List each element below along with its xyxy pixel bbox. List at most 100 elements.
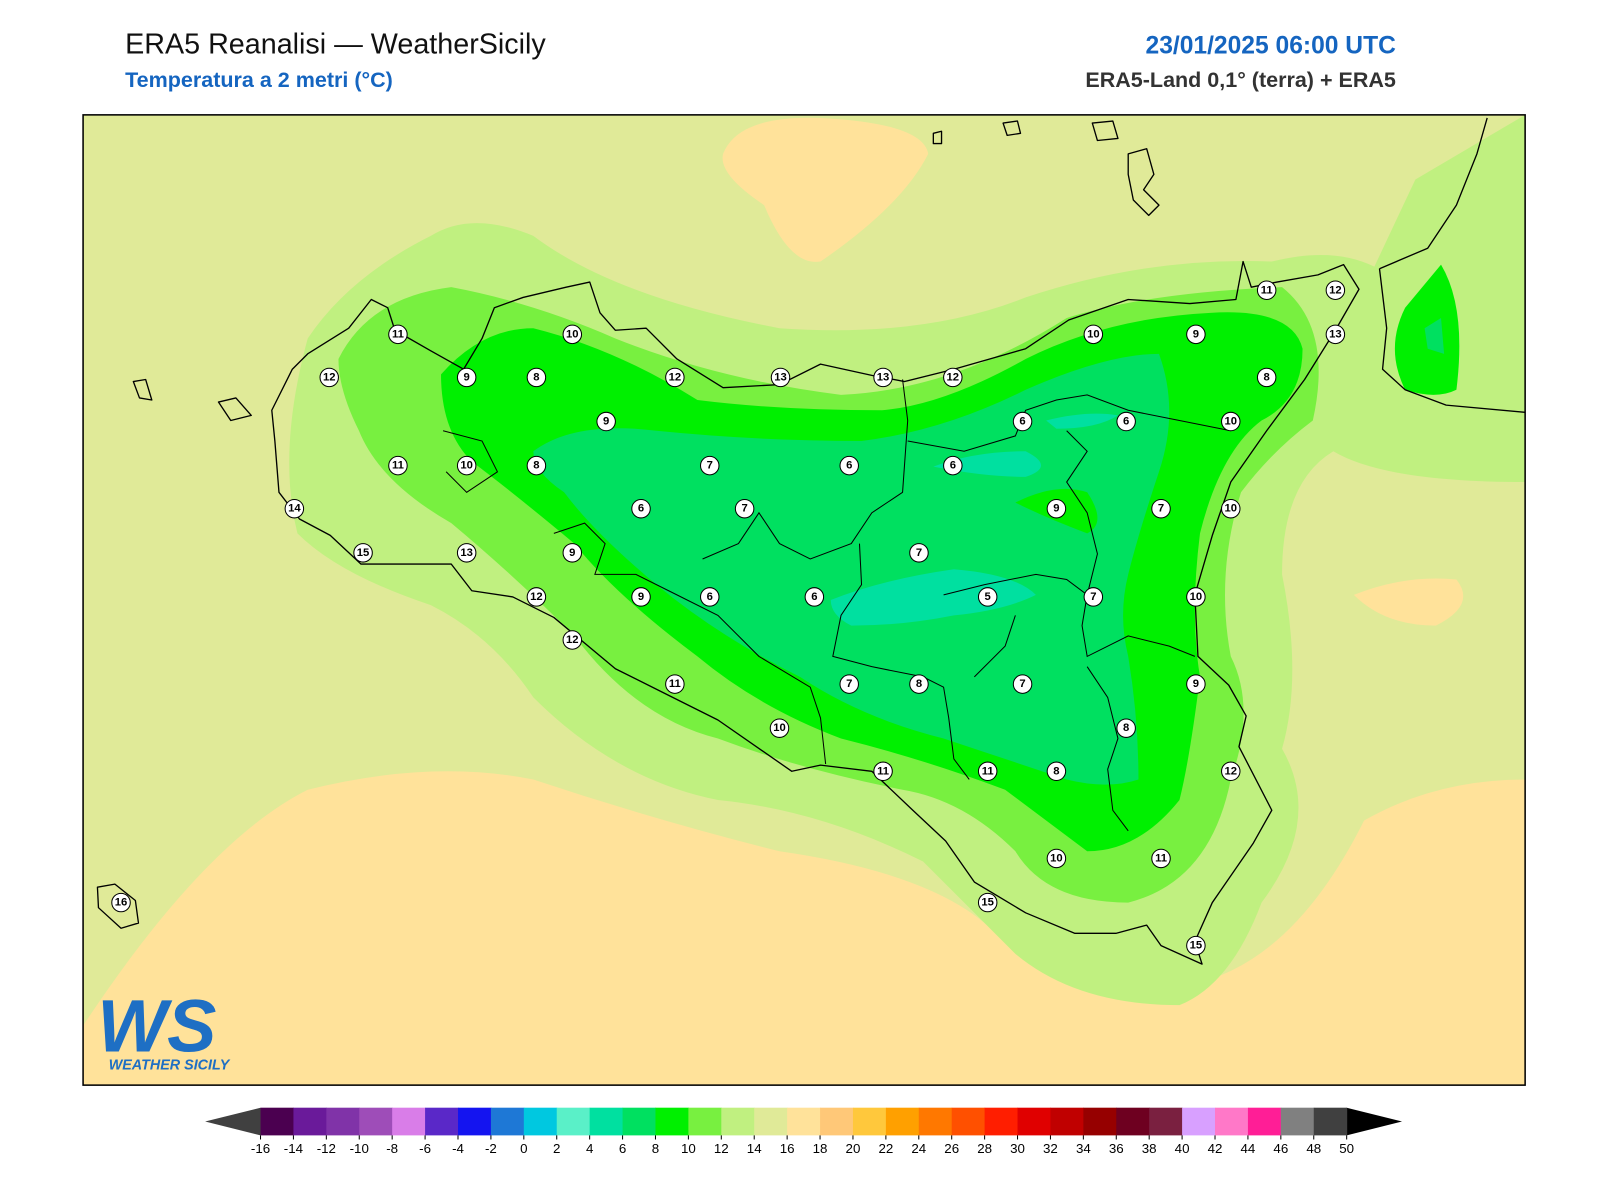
- map: [83, 114, 1526, 1086]
- colorbar-segment: [1149, 1107, 1183, 1136]
- station-marker: [1046, 761, 1067, 782]
- station-value: 9: [569, 547, 575, 559]
- station-marker: [111, 892, 131, 913]
- station-value: 6: [846, 460, 852, 472]
- station-value: 7: [1158, 503, 1164, 515]
- station-marker: [562, 324, 583, 345]
- station-marker: [1046, 498, 1067, 519]
- station-value: 10: [1225, 503, 1238, 515]
- colorbar-tick-label: 14: [747, 1141, 762, 1156]
- station-value: 10: [566, 328, 579, 340]
- colorbar-segment: [688, 1107, 722, 1136]
- colorbar-tick-label: -10: [350, 1141, 369, 1156]
- station-marker: [804, 587, 825, 607]
- station-marker: [839, 674, 859, 694]
- stations: 11 10 12 9 8 12 13 13 12 10 9 11 12 13 8 9 6 6 10 11 10 8 7 6 6 1…: [111, 280, 1346, 956]
- colorbar-tick-label: 44: [1241, 1141, 1256, 1156]
- station-marker: [1083, 324, 1104, 345]
- colorbar-segment: [457, 1107, 492, 1136]
- colorbar-tick-label: 10: [681, 1141, 696, 1156]
- station-marker: [456, 367, 477, 388]
- station-marker: [562, 543, 583, 563]
- colorbar-segment: [556, 1107, 591, 1136]
- station-marker: [1116, 411, 1136, 432]
- station-value: 11: [982, 765, 994, 777]
- colorbar-tick-label: 40: [1175, 1141, 1190, 1156]
- station-marker: [1083, 587, 1104, 607]
- station-value: 7: [707, 460, 713, 472]
- station-value: 13: [877, 371, 890, 383]
- station-value: 12: [1225, 765, 1238, 777]
- field: [1353, 578, 1464, 626]
- colorbar-segment: [852, 1107, 887, 1136]
- station-value: 6: [950, 460, 956, 472]
- colorbar-segment: [1083, 1107, 1117, 1136]
- logo-mark: WS: [97, 984, 216, 1067]
- station-marker: [526, 367, 547, 388]
- colorbar-segment: [1313, 1107, 1348, 1136]
- station-marker: [943, 367, 963, 388]
- colorbar-tick-label: 0: [520, 1141, 527, 1156]
- subtitle: Temperatura a 2 metri (°C): [125, 68, 393, 92]
- colorbar-segment: [787, 1107, 821, 1136]
- station-marker: [1325, 324, 1346, 345]
- station-value: 7: [1019, 678, 1025, 690]
- station-value: 12: [669, 371, 682, 383]
- station-marker: [977, 761, 998, 782]
- colorbar-segment: [622, 1107, 656, 1136]
- station-value: 12: [323, 371, 336, 383]
- station-marker: [319, 367, 339, 388]
- province-border: [442, 379, 1231, 832]
- colorbar-segment: [260, 1107, 294, 1136]
- colorbar-tick-label: -6: [419, 1141, 431, 1156]
- station-marker: [769, 718, 790, 738]
- station-marker: [1012, 674, 1033, 694]
- station-value: 8: [916, 678, 922, 690]
- colorbar-segment: [1215, 1107, 1249, 1136]
- station-value: 12: [530, 591, 543, 603]
- colorbar-segment: [293, 1107, 327, 1136]
- colorbar-tick-label: 8: [652, 1141, 659, 1156]
- station-marker: [1186, 324, 1206, 345]
- station-marker: [1012, 411, 1033, 432]
- station-marker: [909, 674, 929, 694]
- station-marker: [909, 543, 929, 563]
- station-marker: [873, 367, 893, 388]
- station-marker: [665, 367, 685, 388]
- colorbar-tick-label: -12: [317, 1141, 336, 1156]
- station-value: 6: [707, 591, 713, 603]
- station-value: 7: [846, 678, 852, 690]
- station-value: 16: [115, 897, 128, 909]
- station-marker: [665, 674, 685, 694]
- colorbar-segment: [1182, 1107, 1216, 1136]
- station-marker: [1116, 718, 1136, 738]
- station-value: 6: [638, 503, 644, 515]
- colorbar-tick-label: 12: [714, 1141, 729, 1156]
- station-value: 10: [1190, 591, 1203, 603]
- colorbar-segment: [589, 1107, 624, 1136]
- colorbar-tick-label: 26: [944, 1141, 959, 1156]
- colorbar-segment: [885, 1107, 920, 1136]
- station-value: 6: [811, 591, 817, 603]
- station-marker: [977, 587, 998, 607]
- station-value: 11: [669, 678, 681, 690]
- logo-text: WEATHER SICILY: [109, 1058, 231, 1074]
- map-frame: [82, 114, 1526, 1086]
- colorbar-segment: [359, 1107, 393, 1136]
- station-marker: [526, 455, 547, 476]
- station-marker: [456, 543, 477, 563]
- station-marker: [1256, 367, 1277, 388]
- station-marker: [734, 498, 755, 519]
- station-value: 8: [1053, 765, 1059, 777]
- colorbar-segment: [523, 1107, 558, 1136]
- colorbar-tick-label: 24: [911, 1141, 926, 1156]
- station-marker: [1256, 280, 1277, 300]
- station-value: 6: [1019, 416, 1025, 428]
- station-marker: [353, 543, 373, 563]
- station-marker: [526, 587, 547, 607]
- colorbar-segment: [326, 1107, 360, 1136]
- colorbar-segment: [951, 1107, 986, 1136]
- station-value: 5: [985, 591, 991, 603]
- station-value: 7: [741, 503, 747, 515]
